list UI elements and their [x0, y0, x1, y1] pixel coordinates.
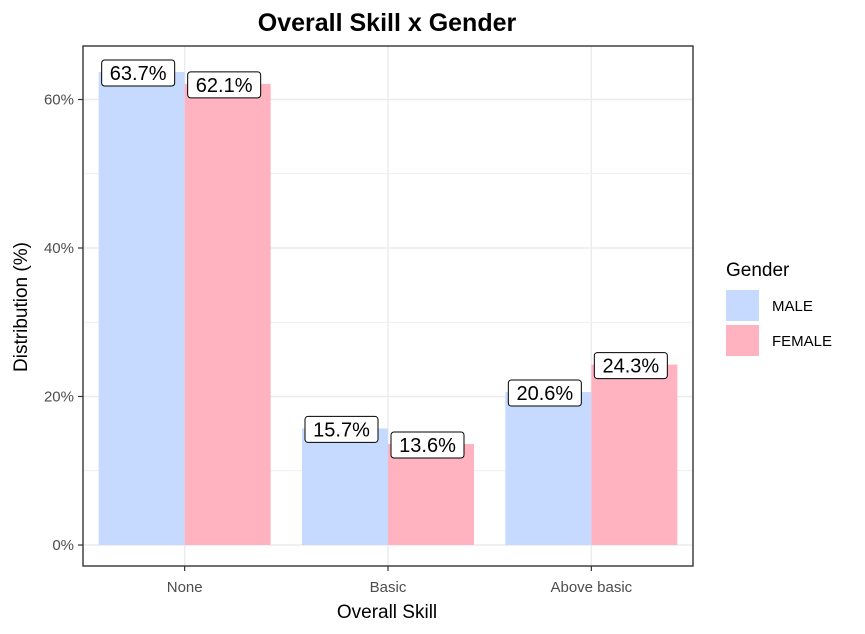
- data-label-box: [101, 59, 176, 87]
- legend-key-male: [726, 290, 759, 321]
- legend-key-female: [726, 325, 759, 356]
- x-tick-label: None: [167, 579, 203, 596]
- data-label-female-2: 13.6%: [390, 431, 465, 459]
- bar-male-above-basic: [505, 392, 592, 545]
- data-label-female-1: 62.1%: [187, 71, 262, 99]
- legend-title: Gender: [726, 260, 790, 281]
- data-label-text: 20.6%: [516, 383, 573, 405]
- bar-female-none: [184, 83, 271, 545]
- chart-title: Overall Skill x Gender: [258, 9, 517, 37]
- legend-label-male: MALE: [772, 298, 813, 315]
- legend: Gender MALE FEMALE: [726, 260, 832, 356]
- data-label-box: [187, 71, 262, 99]
- data-label-female-3: 24.3%: [593, 352, 668, 380]
- x-axis-title: Overall Skill: [337, 602, 437, 623]
- data-label-text: 24.3%: [602, 356, 659, 378]
- data-label-box: [593, 352, 668, 380]
- bar-female-basic: [388, 444, 474, 545]
- data-label-male-1: 63.7%: [101, 59, 176, 87]
- data-label-male-3: 20.6%: [507, 379, 582, 407]
- data-label-male-2: 15.7%: [304, 415, 379, 443]
- data-label-text: 13.6%: [399, 435, 456, 457]
- y-tick-label: 60%: [44, 92, 74, 109]
- legend-label-female: FEMALE: [772, 333, 832, 350]
- data-label-text: 15.7%: [313, 419, 370, 441]
- x-tick-label: Above basic: [550, 579, 632, 596]
- data-label-box: [390, 431, 465, 459]
- data-label-box: [304, 415, 379, 443]
- x-tick-label: Basic: [370, 579, 407, 596]
- y-tick-label: 40%: [44, 240, 74, 257]
- data-label-box: [507, 379, 582, 407]
- bar-female-above-basic: [591, 364, 678, 545]
- bar-male-basic: [302, 428, 388, 545]
- y-axis-title: Distribution (%): [11, 242, 32, 372]
- bar-male-none: [98, 72, 185, 545]
- y-tick-label: 20%: [44, 389, 74, 406]
- data-label-text: 62.1%: [196, 75, 253, 97]
- plot-panel: 63.7% 15.7% 20.6% 62.1% 13.6% 24.3% 0% 20% 40% 60…: [44, 45, 694, 596]
- y-tick-label: 0%: [52, 537, 74, 554]
- data-label-text: 63.7%: [110, 63, 167, 85]
